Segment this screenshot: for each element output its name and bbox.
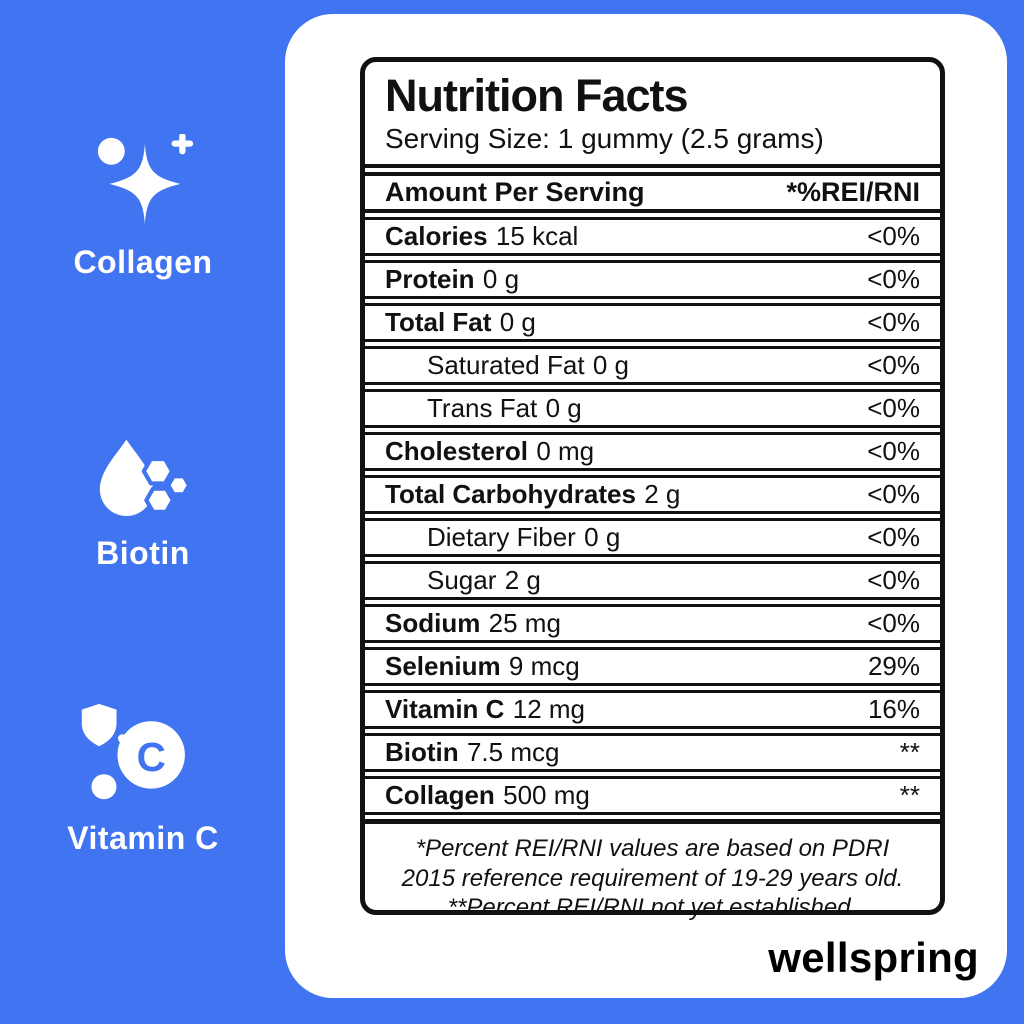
- footnote-block: *Percent REI/RNI values are based on PDR…: [365, 819, 940, 930]
- sidebar-label-vitamin-c: Vitamin C: [67, 820, 219, 856]
- nutrient-name: Sugar: [427, 565, 497, 596]
- percent-column-header: *%REI/RNI: [786, 177, 920, 208]
- nutrient-name: Trans Fat: [427, 393, 538, 424]
- vitamin-c-shield-icon: C: [81, 703, 185, 800]
- label-card: Nutrition Facts Serving Size: 1 gummy (2…: [285, 14, 1007, 998]
- nutrient-amount: 0 mg: [536, 436, 595, 467]
- serving-size: Serving Size: 1 gummy (2.5 grams): [385, 123, 824, 155]
- sidebar-item-biotin: Biotin: [38, 438, 248, 572]
- nutrition-row-collagen: Collagen 500 mg **: [365, 776, 940, 816]
- footnote-line: 2015 reference requirement of 19-29 year…: [401, 864, 904, 892]
- nutrient-name: Sodium: [385, 608, 481, 639]
- nutrition-row-biotin: Biotin 7.5 mcg **: [365, 733, 940, 773]
- footnote-line: **Percent REI/RNI not yet established.: [447, 893, 858, 921]
- sidebar-label-biotin: Biotin: [96, 535, 190, 571]
- nutrient-amount: 500 mg: [503, 780, 590, 811]
- nutrient-percent: <0%: [867, 479, 920, 510]
- nutrition-row-trans-fat: Trans Fat 0 g <0%: [365, 389, 940, 429]
- nutrition-row-calories: Calories 15 kcal <0%: [365, 217, 940, 257]
- biotin-droplet-hexagons-icon: [99, 439, 192, 517]
- nutrient-percent: <0%: [867, 307, 920, 338]
- label-header-block: Nutrition Facts Serving Size: 1 gummy (2…: [365, 62, 940, 164]
- nutrient-name: Biotin: [385, 737, 459, 768]
- nutrition-row-saturated-fat: Saturated Fat 0 g <0%: [365, 346, 940, 386]
- nutrient-amount: 0 g: [584, 522, 621, 553]
- nutrient-amount: 12 mg: [512, 694, 586, 725]
- nutrition-facts-panel: Nutrition Facts Serving Size: 1 gummy (2…: [360, 57, 945, 921]
- nutrient-amount: 2 g: [644, 479, 681, 510]
- nutrient-name: Selenium: [385, 651, 501, 682]
- nutrient-amount: 0 g: [545, 393, 582, 424]
- nutrient-percent: <0%: [867, 350, 920, 381]
- nutrition-row-cholesterol: Cholesterol 0 mg <0%: [365, 432, 940, 472]
- nutrient-name: Dietary Fiber: [427, 522, 576, 553]
- nutrient-name: Total Carbohydrates: [385, 479, 636, 510]
- nutrient-amount: 2 g: [504, 565, 541, 596]
- brand-logo: wellspring: [768, 934, 979, 981]
- nutrient-percent: **: [899, 780, 920, 811]
- nutrient-name: Vitamin C: [385, 694, 505, 725]
- nutrition-row-selenium: Selenium 9 mcg 29%: [365, 647, 940, 687]
- nutrient-amount: 15 kcal: [495, 221, 579, 252]
- nutrition-row-protein: Protein 0 g <0%: [365, 260, 940, 300]
- sidebar-item-vitamin-c: C Vitamin C: [28, 700, 258, 857]
- nutrient-name: Collagen: [385, 780, 495, 811]
- nutrient-name: Total Fat: [385, 307, 492, 338]
- nutrition-row-vitamin-c: Vitamin C 12 mg 16%: [365, 690, 940, 730]
- nutrition-row-total-fat: Total Fat 0 g <0%: [365, 303, 940, 343]
- nutrient-amount: 0 g: [499, 307, 536, 338]
- nutrition-row-sugar: Sugar 2 g <0%: [365, 561, 940, 601]
- nutrient-name: Saturated Fat: [427, 350, 585, 381]
- nutrient-amount: 9 mcg: [508, 651, 580, 682]
- nutrient-amount: 0 g: [592, 350, 630, 381]
- vitamin-c-letter: C: [137, 734, 166, 780]
- nutrition-row-total-carbohydrates: Total Carbohydrates 2 g <0%: [365, 475, 940, 515]
- nutrition-rows: Amount Per Serving *%REI/RNI Calories 15 …: [365, 172, 940, 819]
- nutrient-percent: <0%: [867, 221, 920, 252]
- sidebar-item-collagen: Collagen: [38, 134, 248, 281]
- nutrient-percent: 29%: [867, 651, 920, 682]
- nutrient-percent: **: [899, 737, 920, 768]
- nutrient-name: Protein: [385, 264, 475, 295]
- nutrient-percent: <0%: [867, 264, 920, 295]
- sidebar-label-collagen: Collagen: [73, 244, 213, 280]
- nutrient-name: Cholesterol: [385, 436, 529, 467]
- label-title: Nutrition Facts: [385, 70, 689, 121]
- nutrition-row-sodium: Sodium 25 mg <0%: [365, 604, 940, 644]
- nutrient-amount: 25 mg: [488, 608, 561, 639]
- nutrient-amount: 0 g: [482, 264, 520, 295]
- nutrient-percent: <0%: [867, 608, 920, 639]
- nutrient-name: Calories: [385, 221, 488, 252]
- nutrient-percent: <0%: [867, 522, 920, 553]
- column-header-row: Amount Per Serving *%REI/RNI: [365, 172, 940, 214]
- nutrient-percent: 16%: [867, 694, 920, 725]
- nutrient-percent: <0%: [867, 436, 920, 467]
- nutrient-percent: <0%: [867, 565, 920, 596]
- thick-divider: [365, 164, 940, 169]
- nutrient-amount: 7.5 mcg: [466, 737, 560, 768]
- footnote-line: *Percent REI/RNI values are based on PDR…: [415, 835, 890, 863]
- nutrition-row-dietary-fiber: Dietary Fiber 0 g <0%: [365, 518, 940, 558]
- amount-column-header: Amount Per Serving: [385, 177, 645, 208]
- collagen-sparkle-icon: [97, 134, 194, 225]
- nutrient-percent: <0%: [867, 393, 920, 424]
